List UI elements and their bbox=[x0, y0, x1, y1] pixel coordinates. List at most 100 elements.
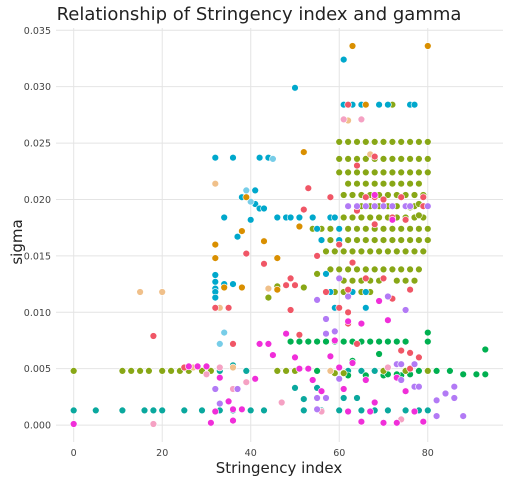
data-point bbox=[401, 306, 410, 314]
data-point bbox=[344, 407, 352, 416]
data-point bbox=[357, 213, 366, 222]
data-point bbox=[371, 265, 379, 274]
data-point bbox=[335, 225, 343, 233]
data-point bbox=[335, 406, 343, 415]
data-point bbox=[472, 370, 481, 378]
data-point bbox=[317, 387, 326, 395]
series-11 bbox=[211, 202, 467, 420]
data-point bbox=[371, 138, 379, 146]
data-point bbox=[233, 385, 242, 393]
data-point bbox=[357, 367, 366, 375]
data-point bbox=[397, 236, 405, 244]
data-point bbox=[335, 138, 343, 146]
data-point bbox=[340, 394, 348, 402]
data-point bbox=[357, 247, 366, 256]
data-point bbox=[216, 363, 224, 372]
data-point bbox=[313, 405, 321, 413]
x-tick-label: 40 bbox=[245, 448, 257, 459]
data-point bbox=[348, 277, 357, 285]
data-point bbox=[415, 383, 423, 391]
data-point bbox=[375, 297, 383, 305]
data-point bbox=[331, 247, 339, 256]
data-point bbox=[136, 367, 144, 375]
data-point bbox=[295, 213, 304, 222]
data-point bbox=[424, 236, 432, 244]
data-point bbox=[313, 296, 321, 304]
data-point bbox=[291, 384, 299, 392]
data-point bbox=[397, 376, 405, 384]
data-point bbox=[415, 353, 423, 362]
data-point bbox=[393, 247, 401, 256]
data-point bbox=[415, 168, 423, 177]
data-point bbox=[220, 213, 228, 222]
data-point bbox=[335, 265, 343, 274]
data-point bbox=[278, 398, 286, 407]
data-point bbox=[362, 288, 370, 296]
data-point bbox=[322, 315, 330, 323]
data-point bbox=[322, 330, 330, 338]
data-point bbox=[424, 367, 432, 375]
data-point bbox=[340, 191, 348, 199]
data-points bbox=[69, 42, 489, 428]
data-point bbox=[335, 363, 343, 372]
data-point bbox=[424, 202, 432, 210]
data-point bbox=[371, 180, 379, 188]
data-point bbox=[384, 363, 392, 372]
data-point bbox=[211, 254, 220, 262]
data-point bbox=[406, 349, 414, 357]
data-point bbox=[344, 265, 352, 274]
data-point bbox=[371, 367, 379, 375]
data-point bbox=[251, 186, 259, 195]
data-point bbox=[140, 406, 149, 415]
data-point bbox=[322, 270, 330, 278]
data-point bbox=[397, 180, 405, 188]
data-point bbox=[300, 148, 308, 156]
data-point bbox=[309, 376, 317, 384]
data-point bbox=[393, 277, 401, 285]
data-point bbox=[397, 225, 405, 233]
y-axis-ticks: 0.000 0.005 0.010 0.015 0.020 0.025 0.030 0.035 bbox=[24, 26, 51, 432]
data-point bbox=[406, 365, 414, 373]
data-point bbox=[286, 274, 295, 283]
series-9 bbox=[149, 115, 405, 428]
data-point bbox=[340, 247, 348, 256]
data-point bbox=[406, 168, 414, 177]
chart-title: Relationship of Stringency index and gam… bbox=[56, 4, 462, 25]
data-point bbox=[211, 278, 220, 286]
data-point bbox=[410, 100, 419, 109]
data-point bbox=[220, 283, 228, 292]
data-point bbox=[379, 202, 388, 210]
data-point bbox=[366, 407, 374, 416]
data-point bbox=[344, 317, 352, 325]
data-point bbox=[238, 405, 246, 413]
data-point bbox=[357, 115, 366, 124]
data-point bbox=[419, 193, 427, 201]
data-point bbox=[69, 367, 78, 375]
data-point bbox=[415, 225, 423, 233]
data-point bbox=[362, 225, 370, 233]
x-axis-label: Stringency index bbox=[216, 459, 343, 477]
data-point bbox=[371, 168, 379, 177]
data-point bbox=[450, 394, 458, 402]
data-point bbox=[158, 367, 166, 375]
data-point bbox=[216, 374, 224, 382]
data-point bbox=[406, 265, 414, 274]
data-point bbox=[379, 225, 388, 233]
data-point bbox=[313, 225, 321, 233]
data-point bbox=[304, 184, 312, 192]
data-point bbox=[371, 202, 379, 210]
data-point bbox=[207, 419, 215, 427]
data-point bbox=[353, 236, 361, 244]
data-point bbox=[295, 331, 304, 339]
data-point bbox=[344, 308, 352, 316]
data-point bbox=[344, 155, 352, 163]
data-point bbox=[286, 337, 295, 346]
data-point bbox=[291, 353, 299, 362]
y-tick-label: 0.035 bbox=[24, 26, 51, 37]
data-point bbox=[282, 281, 290, 289]
data-point bbox=[335, 304, 343, 312]
data-point bbox=[415, 211, 423, 220]
data-point bbox=[375, 100, 383, 109]
data-point bbox=[273, 286, 281, 294]
data-point bbox=[393, 337, 401, 346]
